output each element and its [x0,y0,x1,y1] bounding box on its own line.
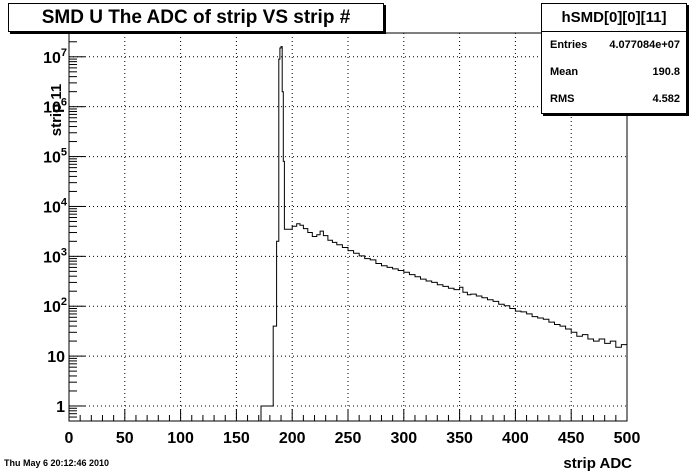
x-tick-label: 150 [223,430,250,447]
chart-title: SMD U The ADC of strip VS strip # [8,3,384,32]
stat-label: RMS [550,93,575,105]
x-tick-label: 350 [446,430,473,447]
y-tick-label: 105 [43,147,67,167]
stat-value: 190.8 [652,66,680,78]
y-tick-label: 106 [43,97,67,117]
y-tick-label: 1 [56,399,65,416]
stats-box: hSMD[0][0][11] Entries 4.077084e+07 Mean… [541,3,687,114]
grid [69,33,627,421]
stat-row-entries: Entries 4.077084e+07 [542,32,686,59]
histogram-line [260,46,628,421]
timestamp: Thu May 6 20:12:46 2010 [4,458,110,468]
x-tick-label: 500 [614,430,641,447]
stat-label: Mean [550,66,579,78]
y-tick-label: 104 [43,196,68,216]
stat-value: 4.582 [652,93,680,105]
y-tick-label: 10 [47,349,65,366]
x-tick-label: 0 [65,430,74,447]
y-tick-label: 107 [43,47,67,67]
x-tick-label: 50 [116,430,134,447]
x-tick-label: 400 [502,430,529,447]
y-tick-label: 103 [43,246,67,266]
x-axis-label: strip ADC [563,455,632,472]
x-tick-label: 300 [390,430,417,447]
stats-name: hSMD[0][0][11] [542,4,686,32]
y-tick-label: 102 [43,296,67,316]
x-tick-label: 200 [279,430,306,447]
stat-value: 4.077084e+07 [609,39,680,51]
y-axis-label: strip 11 [48,84,65,137]
stat-row-mean: Mean 190.8 [542,59,686,86]
x-tick-label: 100 [167,430,194,447]
x-tick-label: 450 [558,430,585,447]
stat-label: Entries [550,39,588,51]
stat-row-rms: RMS 4.582 [542,86,686,113]
axes: 0 50 100 150 200 250 300 350 400 450 500 1 10 102 103 1… [43,41,641,447]
x-tick-label: 250 [335,430,362,447]
